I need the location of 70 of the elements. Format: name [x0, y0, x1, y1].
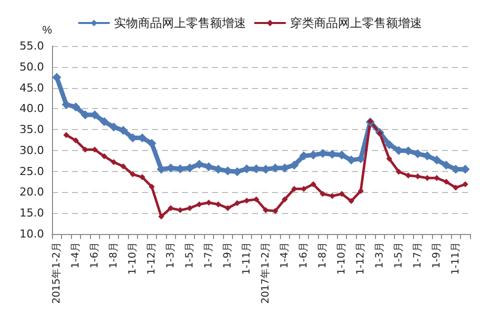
y-tick-label: 20.0 — [20, 186, 44, 199]
y-tick-label: 50.0 — [20, 60, 44, 74]
y-tick-label: 25.0 — [20, 164, 44, 178]
legend-label: 实物商品网上零售额增速 — [114, 16, 246, 30]
point — [109, 122, 118, 132]
y-tick-label: 30.0 — [20, 144, 44, 157]
x-tick-label: 1-8月 — [317, 242, 328, 268]
x-tick-label: 1-9月 — [431, 242, 442, 268]
point — [443, 178, 450, 185]
x-tick-label: 1-11月 — [450, 242, 462, 275]
point — [147, 138, 156, 148]
point — [130, 171, 136, 178]
x-tick-label: 1-4月 — [279, 242, 290, 268]
x-tick-label: 1-11月 — [241, 242, 252, 275]
point — [329, 192, 336, 199]
x-tick-label: 1-3月 — [165, 242, 176, 268]
point — [158, 213, 164, 220]
point — [338, 190, 345, 197]
point — [452, 184, 459, 191]
x-tick-label: 1-6月 — [298, 242, 310, 268]
point — [320, 190, 326, 197]
y-tick-label: 45.0 — [20, 81, 44, 94]
x-tick-label: 1-5月 — [393, 242, 404, 268]
x-tick-label: 1-7月 — [203, 242, 214, 268]
point — [396, 168, 402, 175]
y-tick-label: 15.0 — [20, 206, 44, 220]
point — [462, 181, 468, 188]
point — [376, 130, 383, 136]
x-tick-label: 1-5月 — [184, 242, 196, 268]
x-tick-label: 1-9月 — [222, 242, 234, 268]
point — [139, 174, 146, 180]
point — [100, 117, 109, 126]
point — [62, 100, 71, 109]
point — [386, 156, 392, 162]
point — [120, 163, 126, 170]
y-axis-title: % — [42, 24, 52, 36]
x-tick-label: 1-12月 — [146, 242, 158, 275]
point — [348, 198, 354, 204]
x-tick-label: 2015年1-2月 — [50, 242, 62, 304]
point — [224, 205, 231, 212]
x-tick-label: 1-10月 — [127, 242, 138, 275]
y-tick-label: 35.0 — [20, 123, 44, 136]
legend-label: 穿类商品网上零售额增速 — [290, 16, 422, 30]
x-tick-label: 1-3月 — [374, 242, 386, 268]
y-tick-label: 55.0 — [20, 40, 44, 52]
y-tick-label: 10.0 — [20, 228, 44, 240]
point — [148, 184, 155, 190]
x-tick-label: 1-10月 — [336, 242, 348, 275]
point — [52, 72, 62, 82]
point — [367, 118, 374, 124]
x-tick-label: 2017年1-2月 — [259, 242, 272, 304]
x-tick-label: 1-4月 — [70, 242, 82, 268]
point — [177, 207, 184, 214]
point — [432, 156, 442, 165]
point — [168, 205, 174, 212]
y-tick-label: 40.0 — [20, 102, 44, 116]
point — [282, 196, 288, 202]
point — [442, 160, 451, 170]
point — [186, 205, 193, 212]
x-tick-label: 1-8月 — [108, 242, 120, 268]
x-tick-label: 1-7月 — [412, 242, 424, 268]
x-tick-label: 1-12月 — [355, 242, 366, 275]
x-tick-label: 1-6月 — [89, 242, 100, 268]
point — [101, 153, 108, 160]
point — [234, 200, 240, 206]
point — [72, 137, 79, 144]
point — [63, 132, 70, 138]
point — [384, 140, 394, 150]
point — [110, 159, 117, 166]
point — [310, 181, 316, 188]
